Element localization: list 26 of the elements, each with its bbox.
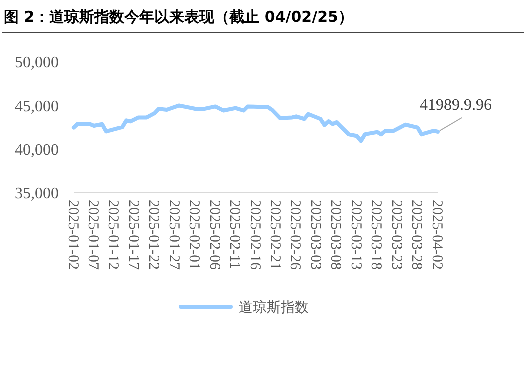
x-tick-label: 2025-01-17 <box>125 200 142 270</box>
x-tick-label: 2025-01-12 <box>105 200 122 270</box>
y-tick-label: 35,000 <box>15 186 59 203</box>
x-tick-label: 2025-02-26 <box>287 200 304 270</box>
x-tick-label: 2025-03-18 <box>368 200 384 270</box>
y-tick-label: 45,000 <box>15 98 59 116</box>
legend-label: 道琼斯指数 <box>239 300 309 316</box>
y-tick-label: 40,000 <box>15 142 59 159</box>
x-tick-label: 2025-03-23 <box>388 200 404 270</box>
x-tick-label: 2025-02-01 <box>186 200 202 270</box>
x-tick-label: 2025-02-06 <box>206 200 222 270</box>
x-tick-label: 2025-01-07 <box>84 200 101 270</box>
x-tick-label: 2025-02-21 <box>266 200 283 270</box>
x-tick-label: 2025-01-27 <box>166 200 182 270</box>
x-tick-label: 2025-01-02 <box>64 200 81 270</box>
x-tick-label: 2025-02-16 <box>246 200 263 270</box>
y-tick-label: 50,000 <box>15 54 59 72</box>
annotation: 41989.9.96 <box>420 96 492 114</box>
x-tick-label: 2025-03-28 <box>408 200 425 270</box>
chart-title: 图 2：道琼斯指数今年以来表现（截止 04/02/25） <box>4 8 354 26</box>
x-tick-label: 2025-03-08 <box>328 200 344 270</box>
x-tick-label: 2025-03-13 <box>348 200 364 270</box>
x-tick-label: 2025-02-11 <box>226 200 243 270</box>
x-tick-label: 2025-03-03 <box>307 200 324 270</box>
x-tick-label: 2025-04-02 <box>428 200 445 270</box>
x-tick-label: 2025-01-22 <box>146 200 162 270</box>
